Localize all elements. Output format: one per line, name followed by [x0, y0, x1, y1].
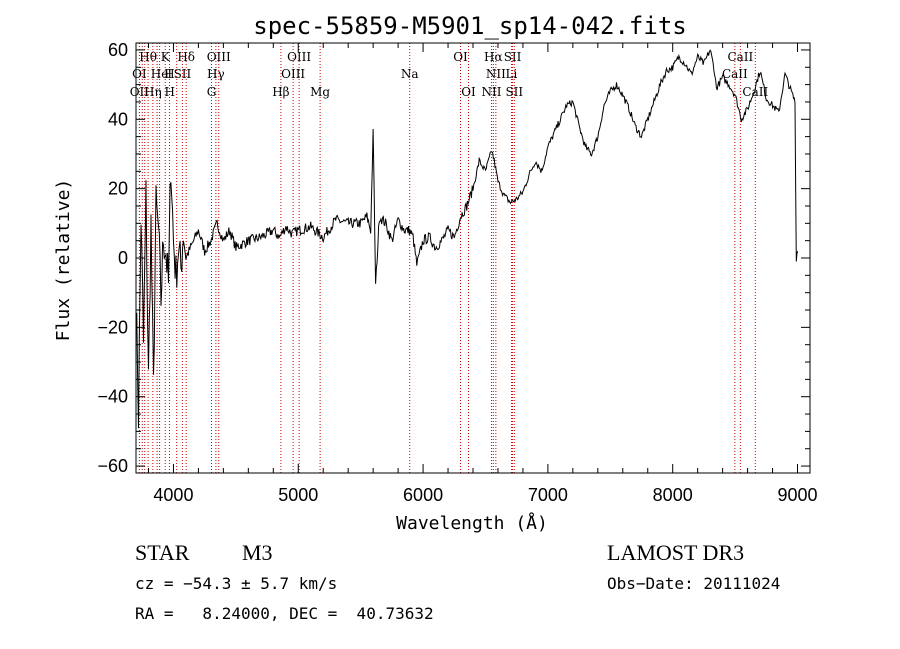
y-tick-label: −20 — [97, 317, 128, 337]
line-label-0: Hθ — [139, 50, 157, 64]
coordinates-text: RA = 8.24000, DEC = 40.73632 — [135, 604, 434, 623]
line-label-29: CaII — [742, 85, 768, 99]
line-label-18: Li — [506, 67, 518, 81]
line-label-26: OI — [461, 85, 476, 99]
line-label-8: CaII — [727, 50, 753, 64]
y-axis-label: Flux (relative) — [53, 179, 74, 342]
survey-name: LAMOST DR3 — [607, 540, 745, 565]
line-label-15: OIII — [281, 67, 305, 81]
line-label-9: OI — [132, 67, 147, 81]
x-tick-label: 9000 — [777, 485, 817, 505]
line-label-2: Hδ — [177, 50, 195, 64]
x-tick-label: 5000 — [278, 485, 318, 505]
line-label-10: H — [164, 67, 174, 81]
line-label-21: Hη — [144, 85, 162, 99]
x-tick-label: 7000 — [528, 485, 568, 505]
line-label-6: Hα — [484, 50, 503, 64]
line-label-12: I — [167, 67, 172, 81]
line-label-20: OII — [130, 85, 150, 99]
line-label-22: H — [164, 85, 174, 99]
line-label-16: Na — [401, 67, 419, 81]
line-label-25: Mg — [310, 85, 330, 99]
y-tick-label: 0 — [118, 248, 128, 268]
line-label-5: OI — [453, 50, 468, 64]
line-label-7: SII — [504, 50, 522, 64]
line-label-27: NII — [481, 85, 501, 99]
line-label-14: Hγ — [207, 67, 225, 81]
redshift-text: cz = −54.3 ± 5.7 km/s — [135, 574, 338, 593]
x-tick-label: 8000 — [653, 485, 693, 505]
line-label-4: OIII — [287, 50, 311, 64]
line-label-23: G — [207, 85, 217, 99]
object-class: STAR — [135, 540, 190, 565]
line-label-13: SII — [174, 67, 192, 81]
line-label-28: SII — [505, 85, 523, 99]
obs-date-text: Obs−Date: 20111024 — [607, 574, 781, 593]
y-tick-label: 20 — [108, 179, 128, 199]
x-tick-label: 4000 — [153, 485, 193, 505]
spectral-line-markers — [138, 43, 756, 473]
line-label-24: Hβ — [272, 85, 289, 99]
plot-frame — [135, 42, 811, 474]
x-axis-ticks: 4000 5000 6000 7000 8000 9000 — [147, 43, 818, 505]
line-label-11: He — [151, 67, 169, 81]
object-subclass: M3 — [242, 540, 273, 565]
chart-title: spec-55859-M5901_sp14-042.fits — [253, 12, 686, 40]
y-tick-label: 40 — [108, 109, 128, 129]
y-tick-label: −40 — [97, 387, 128, 407]
line-label-19: CaII — [722, 67, 748, 81]
line-label-17: NII — [486, 67, 506, 81]
line-label-3: OIII — [207, 50, 231, 64]
x-tick-label: 6000 — [403, 485, 443, 505]
y-tick-label: −60 — [97, 456, 128, 476]
y-axis-ticks: −60 −40 −20 0 20 40 60 — [97, 40, 810, 476]
spectrum-line — [135, 49, 798, 429]
line-label-1: K — [161, 50, 171, 64]
y-tick-label: 60 — [108, 40, 128, 60]
x-axis-label: Wavelength (Å) — [396, 512, 548, 534]
